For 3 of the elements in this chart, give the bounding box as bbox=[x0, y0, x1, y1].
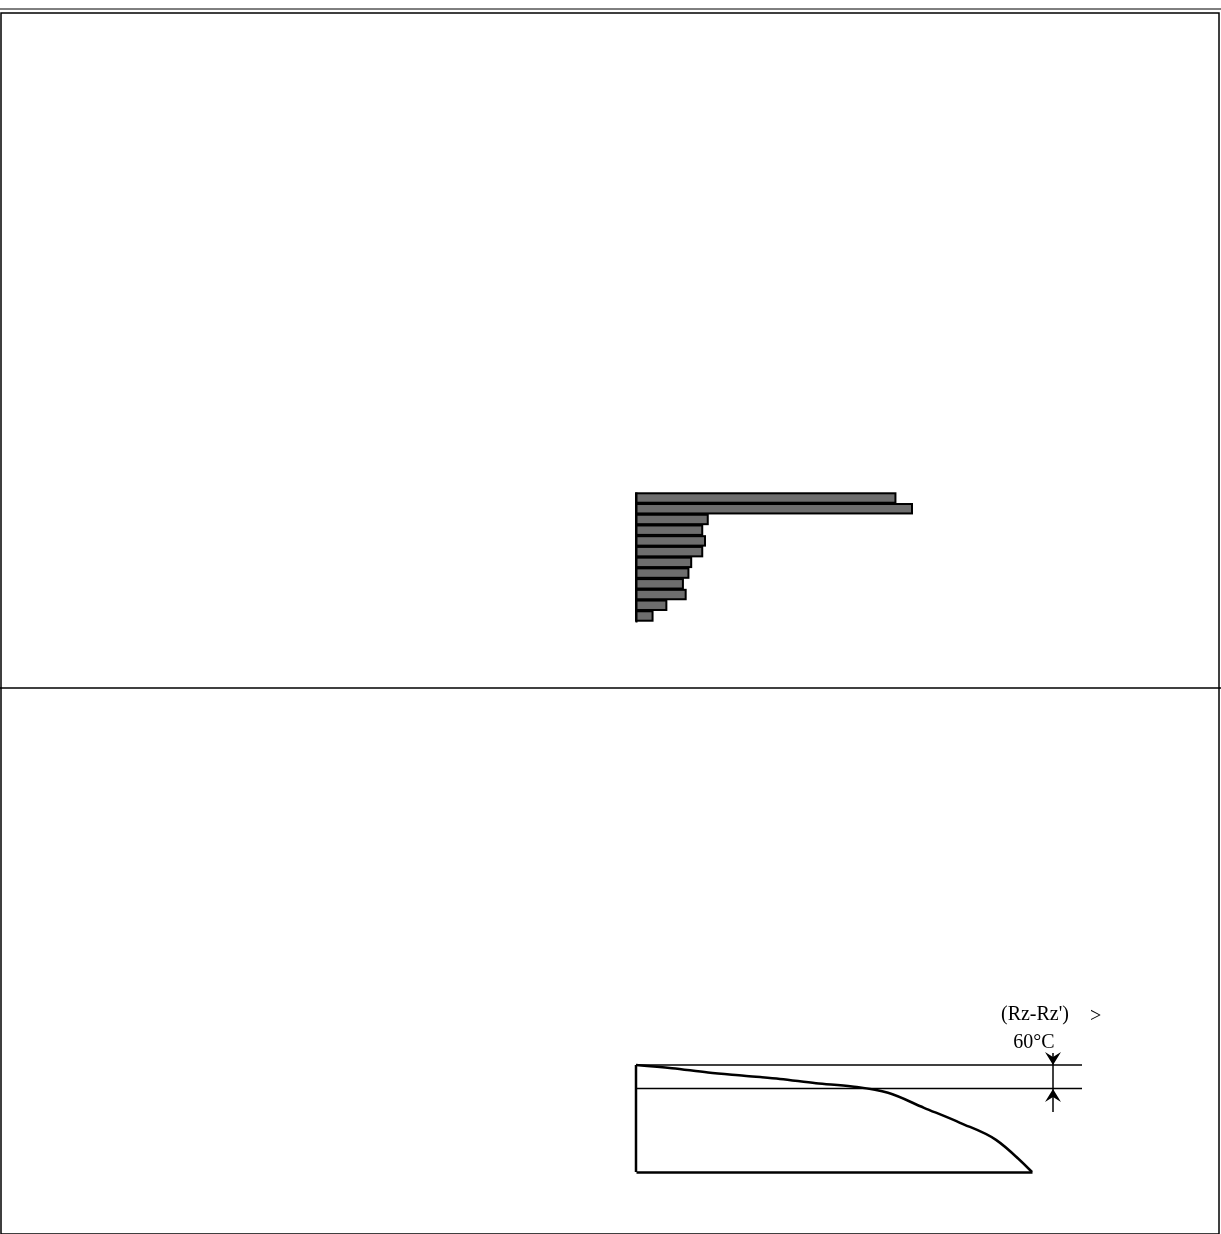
text: > bbox=[1090, 1004, 1102, 1026]
text: 60°C bbox=[1013, 1030, 1055, 1052]
text: (Rz-Rz') bbox=[1000, 1002, 1070, 1025]
